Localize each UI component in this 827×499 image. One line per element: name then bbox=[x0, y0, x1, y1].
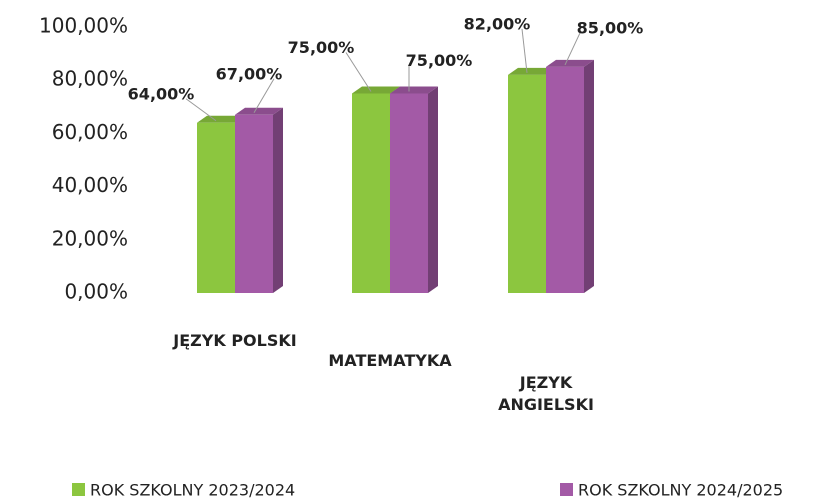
bar-face bbox=[428, 86, 438, 293]
y-tick-label: 80,00% bbox=[52, 67, 128, 91]
bar bbox=[546, 59, 594, 294]
y-tick-label: 20,00% bbox=[52, 226, 128, 250]
legend-label: ROK SZKOLNY 2023/2024 bbox=[90, 481, 295, 499]
data-label: 85,00% bbox=[577, 18, 644, 37]
y-tick-label: 100,00% bbox=[39, 14, 128, 38]
x-tick-label: MATEMATYKA bbox=[328, 351, 452, 370]
legend-swatch bbox=[72, 483, 85, 496]
leader-line bbox=[521, 28, 528, 73]
bar bbox=[390, 86, 438, 293]
legend-swatch bbox=[560, 483, 573, 496]
bar-face bbox=[546, 66, 584, 294]
bar-face bbox=[235, 107, 283, 115]
y-tick-label: 40,00% bbox=[52, 173, 128, 197]
leader-line bbox=[345, 52, 372, 92]
bar-face bbox=[352, 93, 390, 293]
leader-line bbox=[185, 98, 217, 122]
leader-line bbox=[564, 32, 581, 66]
data-label: 75,00% bbox=[406, 51, 473, 70]
legend-label: ROK SZKOLNY 2024/2025 bbox=[578, 481, 783, 499]
leader-line bbox=[253, 78, 275, 114]
y-tick-label: 0,00% bbox=[64, 280, 128, 304]
y-tick-label: 60,00% bbox=[52, 120, 128, 144]
data-label: 64,00% bbox=[128, 84, 195, 103]
x-tick-label: JĘZYK POLSKI bbox=[173, 331, 297, 350]
data-label: 75,00% bbox=[288, 38, 355, 57]
bar-face bbox=[197, 122, 235, 293]
data-label: 82,00% bbox=[464, 14, 531, 33]
x-tick-label: JĘZYK ANGIELSKI bbox=[498, 373, 594, 414]
bar-face bbox=[508, 67, 556, 75]
bar-face bbox=[390, 93, 428, 293]
bar-face bbox=[235, 114, 273, 293]
bar-face bbox=[352, 86, 400, 94]
bar-face bbox=[508, 74, 546, 293]
bar bbox=[235, 107, 283, 293]
bar-face bbox=[546, 59, 594, 67]
bar-face bbox=[390, 86, 438, 94]
data-label: 67,00% bbox=[216, 64, 283, 83]
bar-face bbox=[584, 59, 594, 294]
bar-face bbox=[197, 115, 245, 123]
bar-face bbox=[273, 107, 283, 293]
